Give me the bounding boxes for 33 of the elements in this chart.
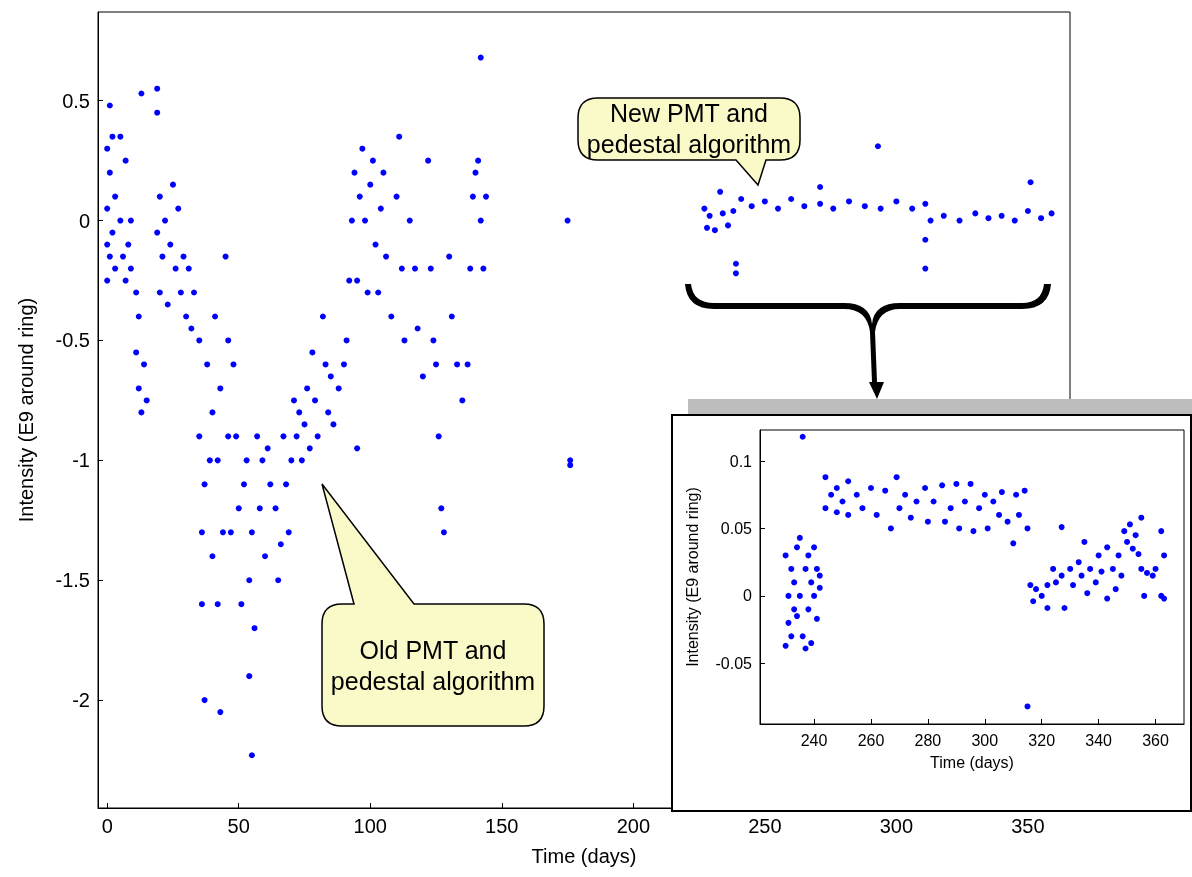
x-tick-label: 100 xyxy=(353,815,387,837)
y-tick-label: -2 xyxy=(72,689,90,712)
y-tick-label: -1 xyxy=(72,449,90,472)
y-tick-label: 0 xyxy=(743,587,753,605)
speech-bubble: Old PMT and pedestal algorithm xyxy=(320,482,546,730)
x-axis-title: Time (days) xyxy=(930,753,1014,771)
x-tick-label: 240 xyxy=(800,731,828,749)
x-tick-label: 260 xyxy=(857,731,885,749)
x-tick-label: 50 xyxy=(227,815,250,837)
x-tick-label: 350 xyxy=(1011,815,1045,837)
y-tick-label: -0.05 xyxy=(715,654,753,672)
y-tick-label: 0.5 xyxy=(62,89,90,112)
x-tick-label: 280 xyxy=(914,731,942,749)
x-tick-label: 320 xyxy=(1028,731,1056,749)
x-tick-label: 340 xyxy=(1085,731,1113,749)
y-axis-title: Intensity (E9 around ring) xyxy=(15,297,37,523)
x-tick-label: 150 xyxy=(485,815,519,837)
y-axis-title: Intensity (E9 around ring) xyxy=(683,487,701,667)
x-axis-title: Time (days) xyxy=(531,845,637,867)
x-tick-label: 250 xyxy=(748,815,782,837)
y-tick-label: 0 xyxy=(78,209,90,232)
y-tick-label: 0.1 xyxy=(729,452,753,470)
annotation: Old PMT and pedestal algorithm xyxy=(329,635,537,697)
speech-bubble: New PMT and pedestal algorithm xyxy=(576,96,802,188)
x-tick-label: 200 xyxy=(616,815,651,837)
x-tick-label: 360 xyxy=(1142,731,1169,749)
annotation: New PMT and pedestal algorithm xyxy=(585,98,793,160)
y-tick-label: -1.5 xyxy=(55,569,90,592)
y-tick-label: 0.05 xyxy=(720,519,753,537)
y-tick-label: -0.5 xyxy=(55,329,90,352)
x-tick-label: 300 xyxy=(879,815,914,837)
x-tick-label: 0 xyxy=(101,815,113,837)
x-tick-label: 300 xyxy=(971,731,999,749)
